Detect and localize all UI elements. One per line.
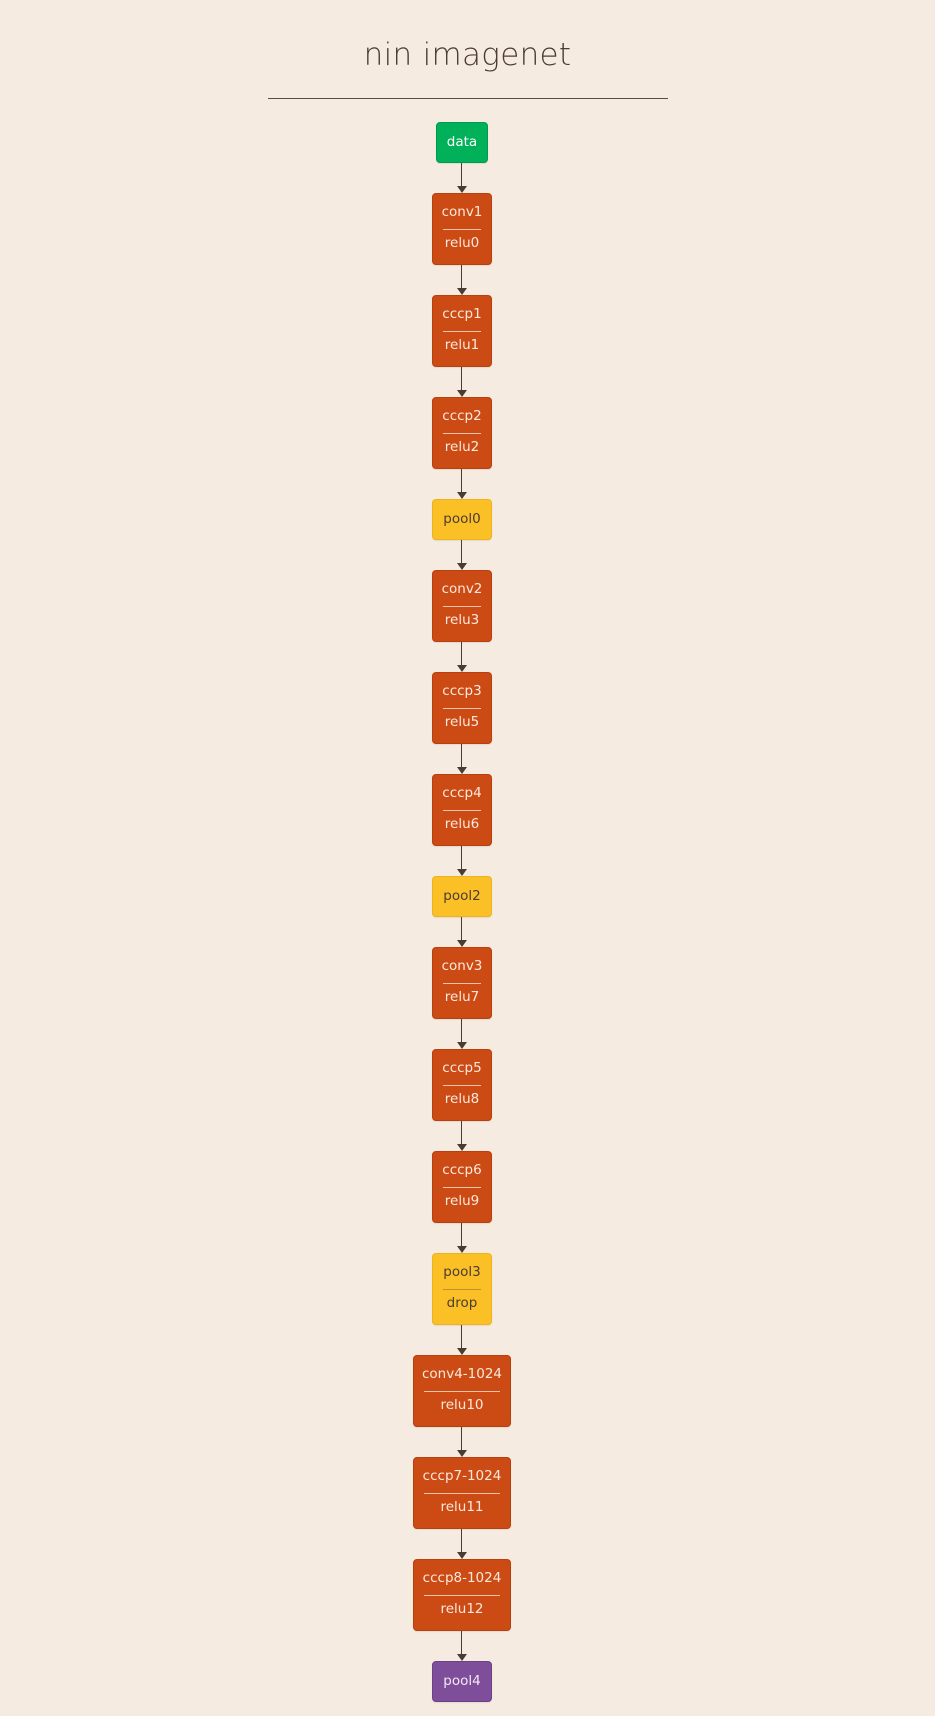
layer-node-cccp3[interactable]: cccp3 relu5 [432, 672, 492, 744]
layer-node-pool3[interactable]: pool3 drop [432, 1253, 492, 1325]
edge-line [461, 1529, 463, 1553]
title-divider [268, 98, 668, 99]
layer-separator [424, 1595, 500, 1596]
layer-label: cccp5 [442, 1060, 482, 1076]
layer-separator [443, 1289, 481, 1290]
layer-label: cccp1 [442, 306, 482, 322]
activation-label: relu8 [444, 1091, 480, 1107]
arrowhead-icon [457, 1450, 467, 1457]
arrowhead-icon [457, 940, 467, 947]
layer-label: pool0 [443, 510, 481, 527]
edge-line [461, 163, 463, 187]
layer-label: pool4 [443, 1672, 481, 1689]
arrowhead-icon [457, 665, 467, 672]
layer-separator [443, 606, 481, 607]
layer-node-cccp6[interactable]: cccp6 relu9 [432, 1151, 492, 1223]
layer-label: data [446, 133, 478, 150]
layer-node-cccp2[interactable]: cccp2 relu2 [432, 397, 492, 469]
edge-line [461, 1121, 463, 1145]
layer-node-cccp7-1024[interactable]: cccp7-1024 relu11 [413, 1457, 511, 1529]
layer-node-pool4[interactable]: pool4 [432, 1661, 492, 1702]
layer-label: conv2 [441, 581, 483, 597]
arrowhead-icon [457, 1654, 467, 1661]
layer-node-conv4-1024[interactable]: conv4-1024 relu10 [413, 1355, 511, 1427]
edge-line [461, 1019, 463, 1043]
activation-label: relu6 [444, 816, 480, 832]
edge-line [461, 744, 463, 768]
arrowhead-icon [457, 288, 467, 295]
activation-label: relu10 [440, 1397, 484, 1413]
layer-label: pool3 [443, 1264, 481, 1280]
layer-separator [443, 1187, 481, 1188]
layer-label: cccp7-1024 [422, 1468, 502, 1484]
layer-label: conv1 [441, 204, 483, 220]
layer-label: conv4-1024 [421, 1366, 503, 1382]
layer-node-conv2[interactable]: conv2 relu3 [432, 570, 492, 642]
arrowhead-icon [457, 1042, 467, 1049]
layer-separator [424, 1493, 500, 1494]
edge-line [461, 1631, 463, 1655]
activation-label: relu9 [444, 1193, 480, 1209]
layer-label: cccp6 [442, 1162, 482, 1178]
edge-line [461, 642, 463, 666]
layer-node-conv3[interactable]: conv3 relu7 [432, 947, 492, 1019]
activation-label: relu7 [444, 989, 480, 1005]
layer-node-pool2[interactable]: pool2 [432, 876, 492, 917]
layer-separator [443, 331, 481, 332]
layer-node-data[interactable]: data [436, 122, 488, 163]
page-title: nin imagenet [363, 37, 572, 73]
layer-node-cccp1[interactable]: cccp1 relu1 [432, 295, 492, 367]
layer-label: pool2 [443, 887, 481, 904]
layer-separator [443, 810, 481, 811]
layer-separator [424, 1391, 500, 1392]
edge-line [461, 540, 463, 564]
arrowhead-icon [457, 767, 467, 774]
layer-label: cccp3 [442, 683, 482, 699]
activation-label: relu5 [444, 714, 480, 730]
activation-label: relu1 [444, 337, 480, 353]
edge-line [461, 265, 463, 289]
edge-line [461, 1427, 463, 1451]
layer-node-cccp8-1024[interactable]: cccp8-1024 relu12 [413, 1559, 511, 1631]
layer-node-conv1[interactable]: conv1 relu0 [432, 193, 492, 265]
arrowhead-icon [457, 492, 467, 499]
layer-separator [443, 983, 481, 984]
layer-label: conv3 [441, 958, 483, 974]
arrowhead-icon [457, 1552, 467, 1559]
layer-separator [443, 1085, 481, 1086]
arrowhead-icon [457, 1246, 467, 1253]
layer-separator [443, 433, 481, 434]
arrowhead-icon [457, 869, 467, 876]
activation-label: relu2 [444, 439, 480, 455]
edge-line [461, 917, 463, 941]
arrowhead-icon [457, 1348, 467, 1355]
activation-label: relu3 [444, 612, 480, 628]
layer-node-pool0[interactable]: pool0 [432, 499, 492, 540]
layer-node-cccp5[interactable]: cccp5 relu8 [432, 1049, 492, 1121]
layer-label: cccp2 [442, 408, 482, 424]
activation-label: relu12 [440, 1601, 484, 1617]
edge-line [461, 367, 463, 391]
activation-label: relu0 [444, 235, 480, 251]
activation-label: relu11 [440, 1499, 484, 1515]
edge-line [461, 846, 463, 870]
arrowhead-icon [457, 390, 467, 397]
layer-separator [443, 708, 481, 709]
arrowhead-icon [457, 1144, 467, 1151]
activation-label: drop [446, 1295, 478, 1311]
edge-line [461, 469, 463, 493]
edge-line [461, 1325, 463, 1349]
layer-node-cccp4[interactable]: cccp4 relu6 [432, 774, 492, 846]
arrowhead-icon [457, 186, 467, 193]
layer-label: cccp8-1024 [422, 1570, 502, 1586]
layer-label: cccp4 [442, 785, 482, 801]
arrowhead-icon [457, 563, 467, 570]
edge-line [461, 1223, 463, 1247]
layer-separator [443, 229, 481, 230]
